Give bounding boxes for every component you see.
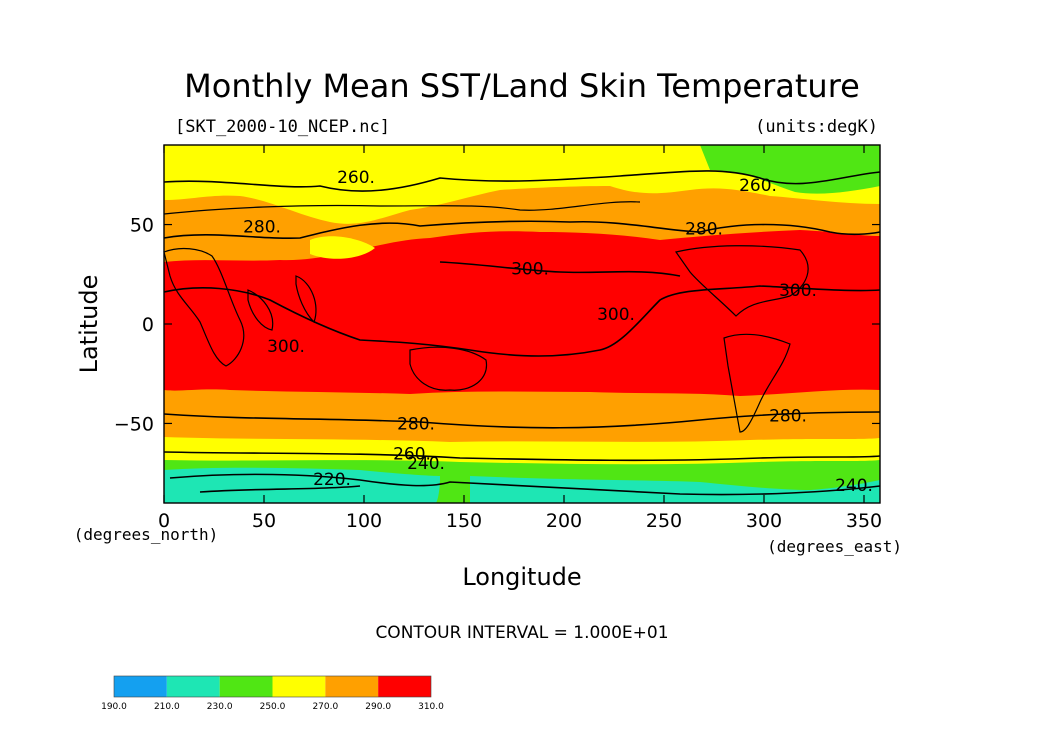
contour-label: 260. [739,176,777,196]
contour-labels: 260. 280. 300. 300. 300. 300. 280. 280. 280. 260.… [243,168,873,496]
band-260-yellow-north [164,145,880,224]
x-tick-label: 0 [158,510,170,532]
y-tick-label: 0 [142,314,154,336]
contour-lines [163,170,881,496]
contour-label: 300. [597,305,635,325]
colorbar-frame [113,675,432,698]
contour-label: 240. [835,476,873,496]
x-tick-label: 300 [746,510,782,532]
contour-260-north [163,170,881,192]
contour-label: 280. [397,414,435,434]
x-tick-label: 350 [846,510,882,532]
contour-label: 260. [393,444,431,464]
north-america-outline [675,245,809,317]
contour-label: 220. [313,470,351,490]
band-260-yellow-tibet [310,236,375,259]
colorbar-level-label: 310.0 [418,702,444,712]
x-tick-label: 250 [646,510,682,532]
africa-outline [163,247,245,367]
temperature-map: 260. 280. 300. 300. 300. 300. 280. 280. 280. 260.… [163,144,881,504]
colorbar-level-label: 270.0 [312,702,338,712]
contour-300-north-pacific [439,261,681,277]
x-axis-ticks: 0 50 100 150 200 250 300 350 [158,145,882,532]
x-tick-label: 100 [346,510,382,532]
contour-interval-text: CONTOUR INTERVAL = 1.000E+01 [375,623,668,643]
contour-label: 240. [407,454,445,474]
x-tick-label: 50 [252,510,276,532]
colorbar: 190.0 210.0 230.0 250.0 270.0 290.0 310.0 [101,675,444,712]
contour-280-south [163,411,881,429]
y-axis-label: Latitude [75,275,103,374]
chart-title: Monthly Mean SST/Land Skin Temperature [184,67,860,105]
colorbar-level-label: 290.0 [365,702,391,712]
x-tick-label: 150 [446,510,482,532]
colorbar-swatch [325,676,379,697]
contour-220-south [199,485,361,493]
colorbar-swatch [272,676,326,697]
contour-280-north [163,220,881,240]
contour-label: 280. [685,220,723,240]
colorbar-level-label: 210.0 [154,702,180,712]
band-230-teal-east-antarctica [470,476,880,503]
contour-240-south [169,473,881,496]
band-250-green-north [700,145,880,194]
contour-300-tropics [163,285,881,357]
colorbar-level-label: 250.0 [260,702,286,712]
arabia-outline [247,289,274,331]
y-tick-label: 50 [130,215,154,237]
x-tick-label: 200 [546,510,582,532]
colorbar-swatch [166,676,220,697]
contour-label: 280. [769,406,807,426]
contour-label: 300. [511,259,549,279]
contour-label: 260. [337,168,375,188]
contour-label: 300. [779,281,817,301]
y-unit-label: (degrees_north) [74,525,219,544]
colorbar-level-label: 230.0 [207,702,233,712]
colorbar-swatch [219,676,273,697]
colorbar-level-label: 190.0 [101,702,127,712]
contour-label: 280. [243,218,281,238]
file-label: [SKT_2000-10_NCEP.nc] [175,117,390,137]
band-300-red [164,230,880,396]
x-axis-label: Longitude [462,563,581,591]
contour-260-south [163,451,881,462]
units-label: (units:degK) [755,117,878,137]
south-america-outline [723,333,791,433]
australia-outline [409,346,488,391]
colorbar-swatch [114,676,167,697]
x-unit-label: (degrees_east) [767,537,902,556]
y-tick-label: −50 [114,413,154,435]
contour-label: 300. [267,337,305,357]
india-outline [295,275,317,324]
band-220-teal-antarctica [164,467,440,503]
continent-outlines [163,201,809,433]
colorbar-swatch [378,676,431,697]
eurasia-coast-outline [163,201,641,215]
y-axis-ticks: 50 0 −50 [114,215,880,435]
